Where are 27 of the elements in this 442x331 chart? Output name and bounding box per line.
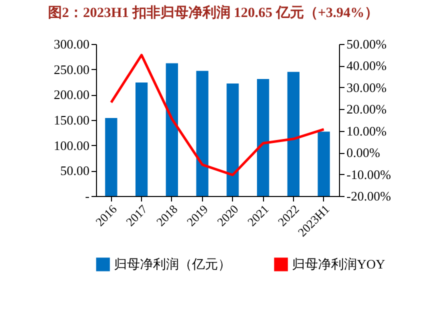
y2-tick-label: 0.00% [346,145,380,160]
bar [226,84,239,196]
legend-label: 归母净利润（亿元） [114,256,231,272]
bar [256,78,270,196]
chart-title: 图2：2023H1 扣非归母净利润 120.65 亿元（+3.94%） [48,4,378,21]
legend-label: 归母净利润YOY [292,256,386,272]
bar [166,63,178,196]
bar [318,132,330,196]
y-tick-label: 150.00 [54,112,90,128]
y-tick-label: 200.00 [54,87,90,102]
y2-tick-label: -10.00% [346,166,392,182]
bar [287,72,300,196]
y2-tick-label: 50.00% [346,36,387,52]
bar [105,118,118,196]
y2-tick-label: 40.00% [346,58,387,74]
y-tick-label: 50.00 [60,163,90,178]
bar [135,82,148,196]
y2-tick-label: 10.00% [346,123,387,138]
y2-tick-label: -20.00% [346,188,392,204]
y2-tick-label: 20.00% [346,102,387,117]
bar [196,70,208,196]
y-tick-label: 250.00 [54,62,90,77]
y-tick-label: 100.00 [54,138,90,153]
line-series [110,54,326,176]
y-tick-label: 300.00 [54,36,90,52]
y2-tick-label: 30.00% [346,80,387,95]
y-tick-label: - [85,188,90,204]
